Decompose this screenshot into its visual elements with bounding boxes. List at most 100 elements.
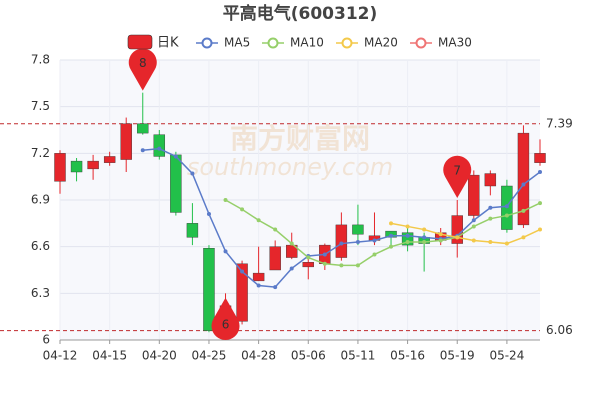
- legend-label: MA30: [438, 36, 472, 50]
- y-tick-label: 7.2: [31, 146, 50, 160]
- ma-point: [471, 224, 476, 229]
- ma-point: [355, 240, 360, 244]
- x-tick-label: 05-11: [340, 349, 375, 363]
- reference-label: 7.39: [546, 116, 573, 130]
- ma-point: [422, 235, 427, 240]
- x-tick-label: 04-20: [142, 349, 177, 363]
- candle-body: [335, 224, 348, 258]
- ma-point: [223, 249, 228, 254]
- ma-point: [289, 241, 294, 246]
- legend-marker: [267, 37, 279, 49]
- pin: 8: [128, 48, 157, 91]
- ma-point: [422, 240, 427, 244]
- x-tick-label: 05-19: [440, 349, 475, 363]
- pin-shape: [128, 48, 157, 91]
- ma-point: [538, 227, 542, 232]
- pin-label: 8: [139, 56, 147, 70]
- legend-marker: [415, 37, 427, 49]
- x-tick-label: 05-24: [489, 349, 524, 363]
- reference-label: 6.06: [546, 323, 573, 337]
- ma-point: [504, 241, 509, 246]
- candle-body: [468, 174, 480, 216]
- legend-marker: [341, 37, 353, 49]
- x-tick-label: 04-28: [241, 349, 276, 363]
- ma-point: [521, 208, 526, 213]
- candle-body: [70, 160, 83, 173]
- legend-label: MA10: [290, 36, 324, 50]
- x-tick-label: 04-15: [92, 349, 127, 363]
- ma-point: [504, 204, 509, 209]
- candle-body: [186, 223, 199, 238]
- ma-point: [157, 146, 162, 151]
- ma-point: [140, 148, 145, 153]
- ma-point: [306, 255, 311, 260]
- ma-line: [390, 222, 541, 245]
- candle-body: [302, 262, 314, 268]
- watermark: 南方财富网 southmoney.com: [187, 122, 393, 181]
- ma-point: [372, 238, 377, 243]
- ma-point: [521, 235, 526, 240]
- watermark-text: southmoney.com: [187, 153, 393, 181]
- candle-body: [352, 224, 364, 235]
- candle-body: [517, 132, 530, 226]
- ma-point: [372, 252, 377, 257]
- candle-body: [203, 248, 215, 331]
- ma-point: [422, 227, 427, 232]
- candle-body: [54, 153, 66, 182]
- ma-point: [471, 238, 476, 243]
- ma-point: [256, 218, 261, 223]
- candle-body: [269, 246, 281, 271]
- x-tick-label: 04-12: [43, 349, 78, 363]
- ma-point: [405, 224, 410, 229]
- legend-label: 日K: [157, 36, 179, 51]
- ma-point: [538, 170, 542, 174]
- legend-marker: [201, 37, 213, 49]
- ma-point: [190, 171, 195, 176]
- legend-swatch: [127, 34, 153, 50]
- pin: 6: [211, 297, 240, 340]
- ma-point: [240, 207, 245, 212]
- ma-point: [438, 232, 443, 237]
- x-tick-label: 05-06: [291, 349, 326, 363]
- ma-point: [173, 154, 178, 159]
- ma-point: [389, 221, 394, 226]
- legend-label: MA20: [364, 36, 398, 50]
- legend-label: MA5: [224, 36, 250, 50]
- ma-point: [438, 238, 443, 243]
- ma-point: [471, 218, 476, 223]
- ma-point: [405, 240, 410, 244]
- chart-title: 平高电气(600312): [223, 3, 378, 24]
- y-tick-label: 6.6: [31, 239, 50, 253]
- pin-shape: [443, 155, 472, 198]
- watermark-text: 南方财富网: [230, 122, 370, 155]
- pin-shape: [211, 297, 240, 340]
- pin-label: 6: [222, 317, 230, 331]
- candle-body: [451, 215, 463, 244]
- ma-point: [206, 212, 211, 216]
- ma-point: [355, 263, 360, 268]
- y-tick-label: 6: [42, 333, 50, 347]
- ma-point: [322, 261, 327, 266]
- y-tick-label: 6.9: [31, 193, 50, 207]
- candle-body: [252, 272, 265, 282]
- x-tick-label: 04-25: [192, 349, 227, 363]
- x-tick-label: 05-16: [390, 349, 425, 363]
- candle-body: [153, 134, 166, 157]
- ma-point: [504, 213, 509, 218]
- ma-point: [538, 201, 542, 206]
- candle-body: [534, 153, 546, 163]
- candle-body: [120, 123, 132, 160]
- ma-point: [223, 198, 228, 202]
- ma-point: [488, 216, 493, 221]
- ma-point: [488, 240, 493, 244]
- ma-point: [521, 182, 526, 187]
- ma-point: [488, 205, 493, 210]
- ma-point: [322, 252, 327, 257]
- ma-point: [339, 263, 344, 268]
- pin-label: 7: [453, 164, 461, 178]
- ma-point: [339, 241, 344, 246]
- ma-line: [225, 199, 541, 267]
- y-tick-label: 7.8: [31, 53, 50, 67]
- ma-point: [273, 285, 278, 290]
